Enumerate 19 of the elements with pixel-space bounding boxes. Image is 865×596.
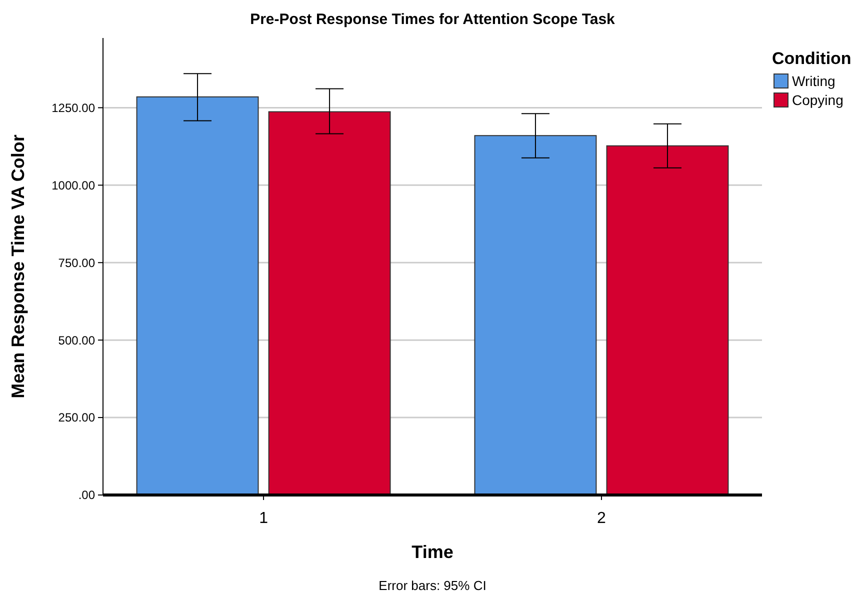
legend-label: Copying xyxy=(792,92,844,108)
y-tick-label: .00 xyxy=(78,488,96,502)
bar xyxy=(606,145,729,496)
x-axis-title: Time xyxy=(412,542,454,562)
x-tick-label: 2 xyxy=(597,510,606,527)
bar xyxy=(268,111,391,496)
y-tick-label: 500.00 xyxy=(58,333,96,348)
x-tick-label: 1 xyxy=(259,510,268,527)
bar xyxy=(474,135,597,496)
y-tick-label: 1000.00 xyxy=(52,178,96,192)
y-tick-label: 750.00 xyxy=(58,256,96,270)
text: Error bars: 95% CI xyxy=(378,578,486,593)
bar xyxy=(136,96,259,496)
legend-label: Writing xyxy=(792,73,836,89)
y-axis-title: Mean Response Time VA Color xyxy=(8,134,28,398)
legend-title: Condition xyxy=(772,49,852,68)
y-tick-label: 1250.00 xyxy=(52,100,96,115)
y-tick-label: 250.00 xyxy=(58,410,96,425)
chart-title: Pre-Post Response Times for Attention Scope Task xyxy=(250,11,616,28)
